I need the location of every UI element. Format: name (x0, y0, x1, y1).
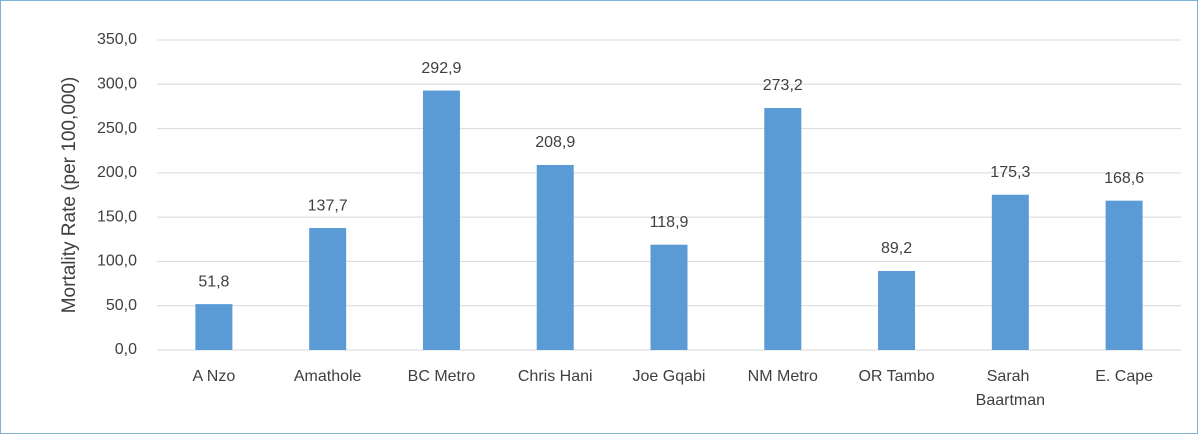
x-tick-label: A Nzo (193, 368, 236, 385)
bar (309, 228, 347, 350)
y-tick-label: 100,0 (97, 253, 137, 270)
bar (422, 90, 460, 351)
data-label: 273,2 (763, 77, 803, 94)
x-tick-label: Sarah Baartman (976, 368, 1045, 409)
y-tick-label: 350,0 (97, 31, 137, 48)
data-label: 118,9 (650, 214, 689, 231)
data-label: 89,2 (881, 240, 912, 257)
x-tick-label: NM Metro (748, 368, 818, 385)
bar (1105, 200, 1143, 350)
data-label: 292,9 (421, 60, 461, 77)
bar (878, 270, 916, 350)
bar (536, 164, 574, 350)
x-tick-label: OR Tambo (858, 368, 934, 385)
data-label: 51,8 (198, 273, 229, 290)
x-tick-label: E. Cape (1095, 368, 1153, 385)
bar (991, 194, 1029, 350)
x-tick-label: Joe Gqabi (633, 368, 706, 385)
y-tick-label: 300,0 (97, 76, 137, 93)
data-label: 168,6 (1104, 170, 1144, 187)
bar (650, 244, 688, 350)
y-tick-label: 0,0 (115, 341, 137, 358)
data-label: 208,9 (535, 134, 575, 151)
data-label: 175,3 (990, 164, 1030, 181)
y-tick-label: 50,0 (106, 297, 137, 314)
bar (195, 304, 233, 350)
x-tick-label: Chris Hani (518, 368, 593, 385)
y-tick-label: 250,0 (97, 120, 137, 137)
x-tick-label: Amathole (294, 368, 362, 385)
x-tick-label: BC Metro (408, 368, 476, 385)
data-label: 137,7 (308, 197, 348, 214)
bar (764, 108, 802, 350)
y-axis-title: Mortality Rate (per 100,000) (59, 77, 80, 314)
y-tick-label: 150,0 (97, 208, 137, 225)
y-tick-label: 200,0 (97, 164, 137, 181)
